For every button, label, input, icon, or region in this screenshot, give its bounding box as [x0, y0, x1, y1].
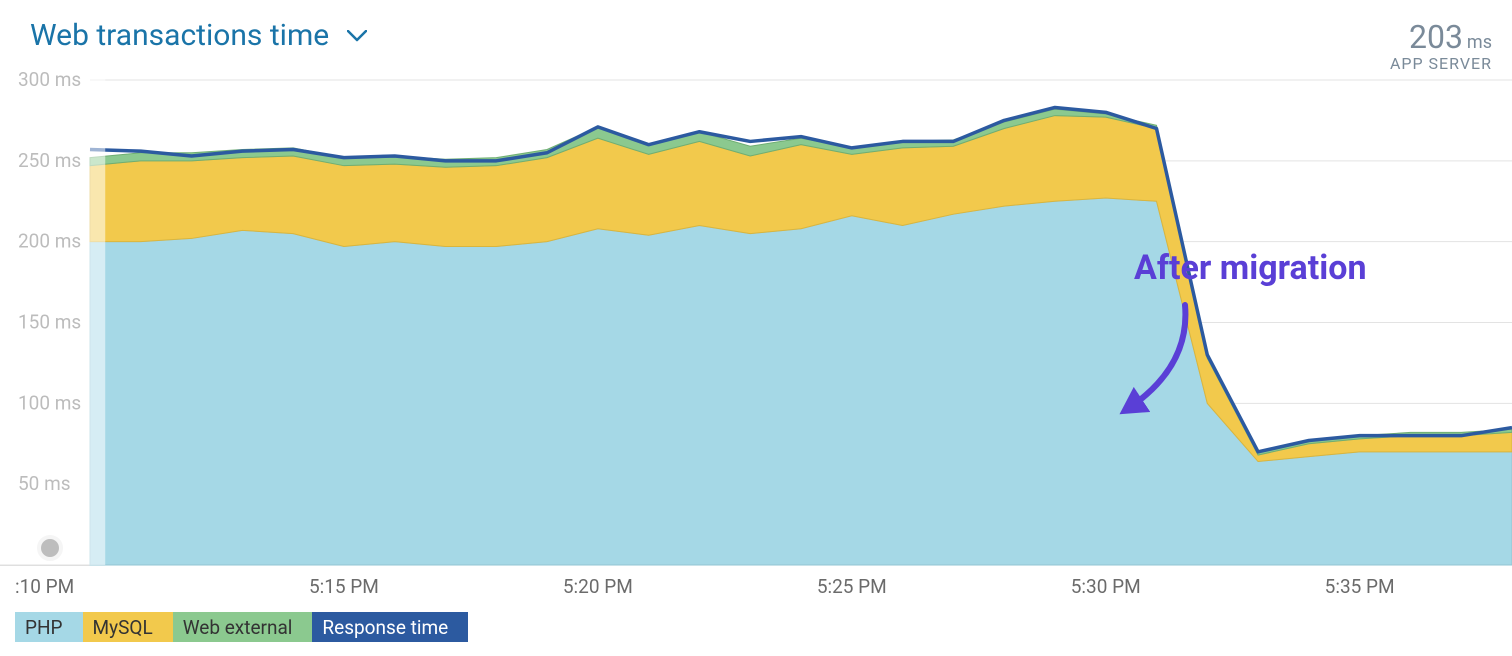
- metric-unit: ms: [1467, 32, 1492, 53]
- chevron-down-icon: [347, 30, 367, 42]
- transactions-chart: 50 ms100 ms150 ms200 ms250 ms300 ms:10 P…: [0, 0, 1512, 656]
- svg-text:5:25 PM: 5:25 PM: [817, 575, 887, 598]
- legend-item[interactable]: Response time: [312, 612, 468, 642]
- chart-title: Web transactions time: [30, 18, 329, 53]
- legend-item[interactable]: MySQL: [83, 612, 173, 642]
- svg-text:5:15 PM: 5:15 PM: [309, 575, 379, 598]
- legend-item[interactable]: PHP: [15, 612, 83, 642]
- annotation-after-migration: After migration: [1134, 248, 1367, 288]
- chart-title-dropdown[interactable]: Web transactions time: [30, 18, 367, 53]
- metric-value: 203: [1409, 18, 1463, 56]
- svg-text:5:20 PM: 5:20 PM: [563, 575, 633, 598]
- svg-text::10 PM: :10 PM: [15, 575, 74, 598]
- chart-legend: PHPMySQLWeb externalResponse time: [15, 612, 468, 642]
- svg-text:5:35 PM: 5:35 PM: [1325, 575, 1395, 598]
- metric-summary: 203ms APP SERVER: [1390, 18, 1492, 73]
- svg-text:5:30 PM: 5:30 PM: [1071, 575, 1141, 598]
- legend-item[interactable]: Web external: [173, 612, 313, 642]
- metric-sublabel: APP SERVER: [1390, 54, 1492, 73]
